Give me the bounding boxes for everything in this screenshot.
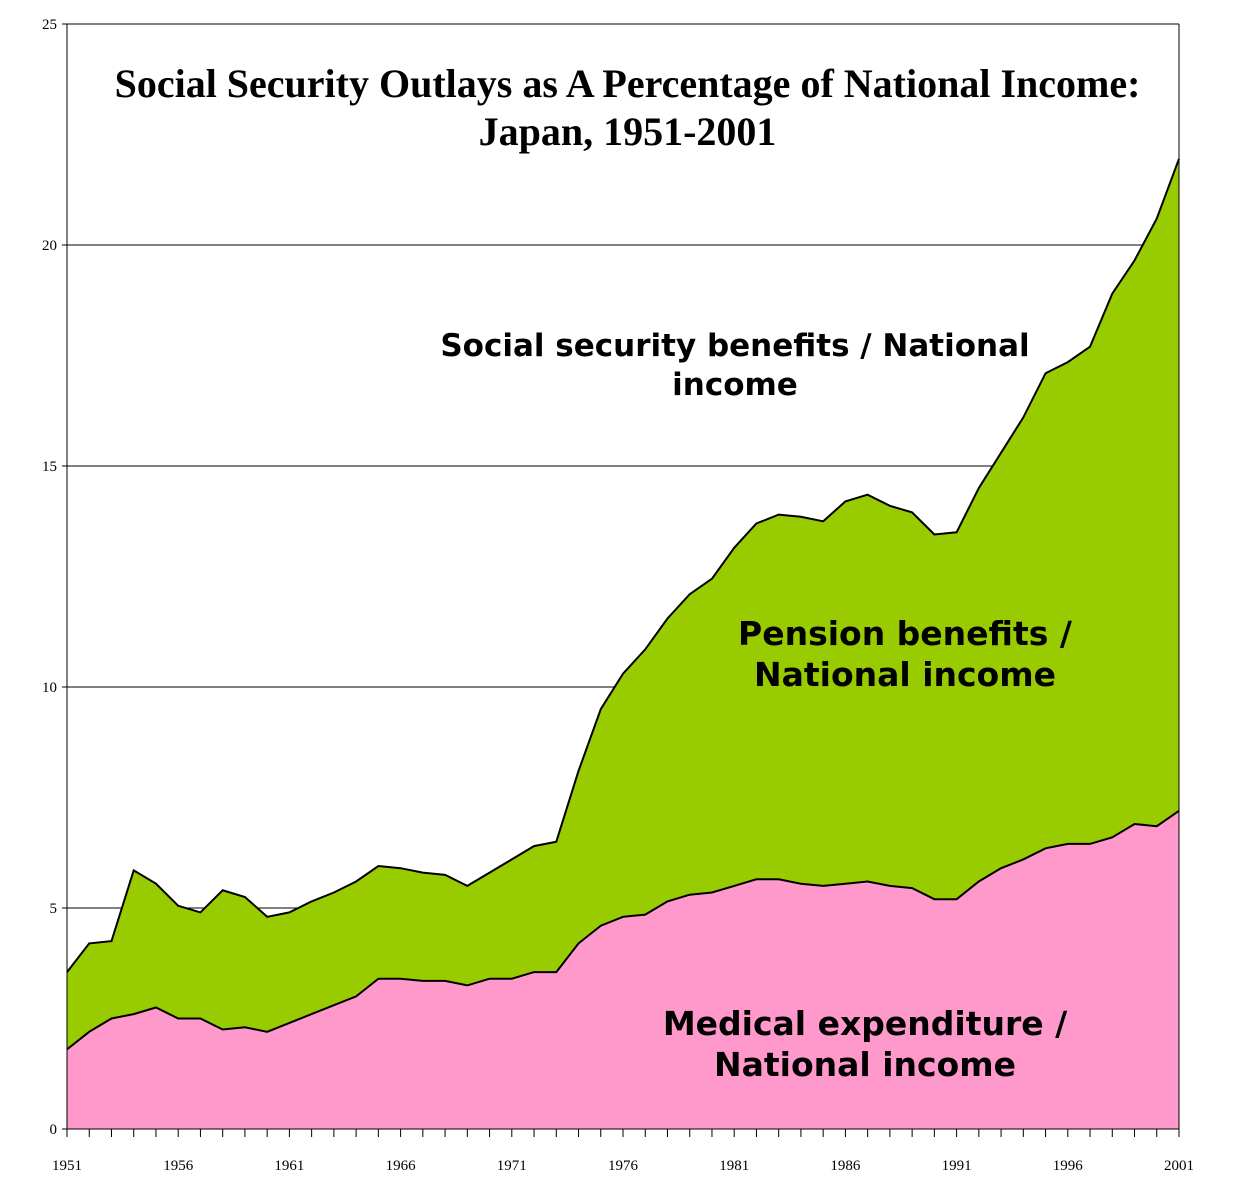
medical-line xyxy=(66,809,1180,1051)
x-tick-label-1991: 1991 xyxy=(942,1158,972,1174)
x-tick-label-1996: 1996 xyxy=(1053,1158,1084,1174)
y-tick-label-15: 15 xyxy=(42,459,57,475)
x-tick-label-1971: 1971 xyxy=(497,1158,527,1174)
medical-annotation-line-2: National income xyxy=(713,1045,1016,1085)
x-tick-label-1976: 1976 xyxy=(608,1158,639,1174)
total-annotation: Social security benefits / National inco… xyxy=(380,327,1090,405)
total-annotation-line-2: income xyxy=(672,366,798,403)
medical-area xyxy=(67,810,1179,1129)
pension-annotation-line-1: Pension benefits / xyxy=(738,614,1072,653)
x-axis-ticks: 1951 1956 1961 1966 1971 1976 1981 1986 1991 1996… xyxy=(52,1129,1194,1174)
x-tick-label-1956: 1956 xyxy=(163,1158,194,1174)
x-tick-label-2001: 2001 xyxy=(1164,1158,1194,1174)
x-tick-label-1981: 1981 xyxy=(719,1158,749,1174)
total-line xyxy=(66,158,1180,973)
pension-annotation-line-2: National income xyxy=(753,655,1056,695)
y-tick-label-10: 10 xyxy=(42,680,57,696)
y-tick-label-5: 5 xyxy=(50,901,58,917)
x-tick-label-1961: 1961 xyxy=(274,1158,304,1174)
x-tick-label-1966: 1966 xyxy=(386,1158,417,1174)
y-tick-label-0: 0 xyxy=(50,1122,58,1138)
medical-annotation: Medical expenditure / National income xyxy=(620,1003,1110,1086)
pension-area xyxy=(67,158,1179,1050)
y-axis-ticks: 0 5 10 15 20 25 xyxy=(42,17,67,1138)
chart-subtitle: Japan, 1951-2001 xyxy=(478,109,777,154)
series-areas xyxy=(66,158,1180,1129)
x-tick-label-1951: 1951 xyxy=(52,1158,82,1174)
pension-annotation: Pension benefits / National income xyxy=(700,613,1110,696)
y-tick-label-20: 20 xyxy=(42,238,57,254)
x-tick-label-1986: 1986 xyxy=(830,1158,861,1174)
chart-title: Social Security Outlays as A Percentage … xyxy=(114,61,1141,106)
total-annotation-line-1: Social security benefits / National xyxy=(440,328,1030,364)
medical-annotation-line-1: Medical expenditure / xyxy=(662,1004,1068,1043)
y-tick-label-25: 25 xyxy=(42,17,57,33)
